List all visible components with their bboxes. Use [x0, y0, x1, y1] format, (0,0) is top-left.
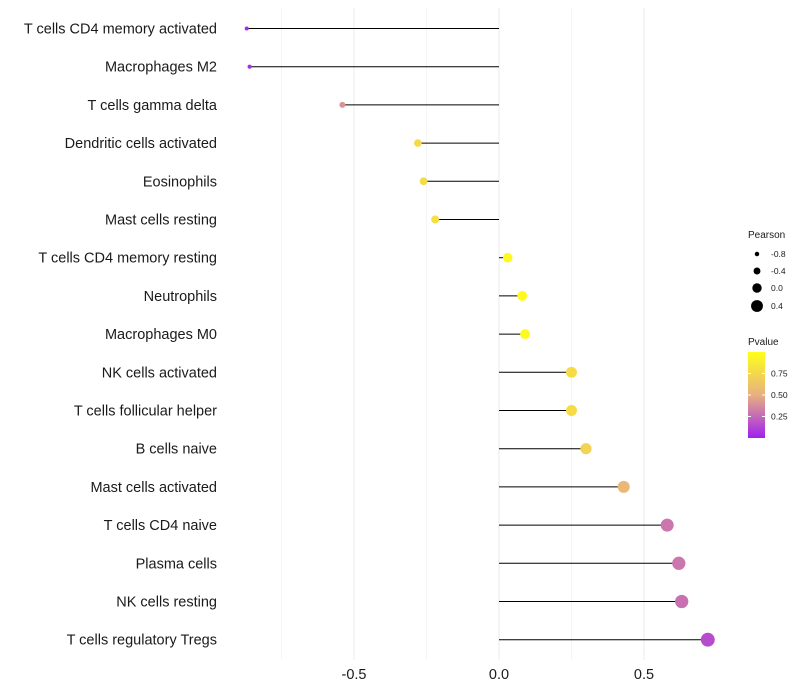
data-point [580, 443, 592, 455]
size-legend-key [753, 267, 761, 275]
category-label: T cells regulatory Tregs [67, 633, 217, 649]
size-legend-label: -0.8 [771, 249, 786, 259]
size-legend-key [752, 283, 762, 293]
data-point [247, 64, 252, 69]
data-point [339, 101, 346, 108]
category-label: Macrophages M2 [105, 60, 217, 76]
data-point [244, 26, 249, 31]
size-legend: Pearson -0.8 -0.4 0.0 0.4 [748, 230, 786, 312]
data-point [566, 366, 577, 378]
points [244, 26, 715, 647]
data-point [675, 594, 689, 609]
category-label: Macrophages M0 [105, 327, 217, 343]
color-legend: Pvalue 0.75 0.50 0.25 [748, 337, 788, 438]
category-label: Neutrophils [144, 289, 217, 305]
color-legend-label: 0.25 [771, 412, 788, 422]
size-legend-label: 0.4 [771, 301, 783, 311]
data-point [431, 215, 440, 224]
x-tick-label: -0.5 [342, 667, 367, 683]
category-label: Mast cells resting [105, 213, 217, 229]
size-legend-label: -0.4 [771, 266, 786, 276]
color-legend-title: Pvalue [748, 337, 779, 348]
grid-lines [281, 8, 645, 660]
data-point [517, 290, 528, 301]
data-point [520, 329, 531, 340]
category-label: T cells CD4 naive [104, 518, 217, 534]
category-label: Plasma cells [136, 556, 217, 572]
category-label: NK cells activated [102, 365, 217, 381]
data-point [660, 518, 674, 532]
category-label: T cells CD4 memory resting [38, 251, 217, 267]
color-legend-label: 0.75 [771, 369, 788, 379]
stems [246, 28, 708, 641]
size-legend-label: 0.0 [771, 283, 783, 293]
category-label: T cells follicular helper [74, 404, 217, 420]
data-point [617, 480, 630, 493]
category-label: Dendritic cells activated [65, 136, 217, 152]
size-legend-key [751, 300, 763, 312]
category-label: Eosinophils [143, 174, 217, 190]
data-point [700, 632, 715, 647]
size-legend-key [754, 251, 760, 257]
data-point [672, 556, 686, 570]
category-label: NK cells resting [116, 595, 217, 611]
data-point [566, 405, 577, 416]
size-legend-title: Pearson [748, 230, 785, 241]
category-label: T cells CD4 memory activated [24, 22, 217, 38]
data-point [502, 252, 513, 263]
data-point [419, 177, 428, 186]
color-legend-label: 0.50 [771, 390, 788, 400]
x-axis-tick-labels: -0.5 0.0 0.5 [342, 667, 655, 683]
x-tick-label: 0.0 [489, 667, 509, 683]
category-label: B cells naive [136, 442, 217, 458]
category-label: T cells gamma delta [88, 98, 218, 114]
data-point [413, 139, 422, 147]
category-label: Mast cells activated [90, 480, 217, 496]
category-labels: T cells CD4 memory activated Macrophages … [24, 22, 218, 649]
color-legend-bar [748, 352, 765, 438]
x-tick-label: 0.5 [634, 667, 654, 683]
